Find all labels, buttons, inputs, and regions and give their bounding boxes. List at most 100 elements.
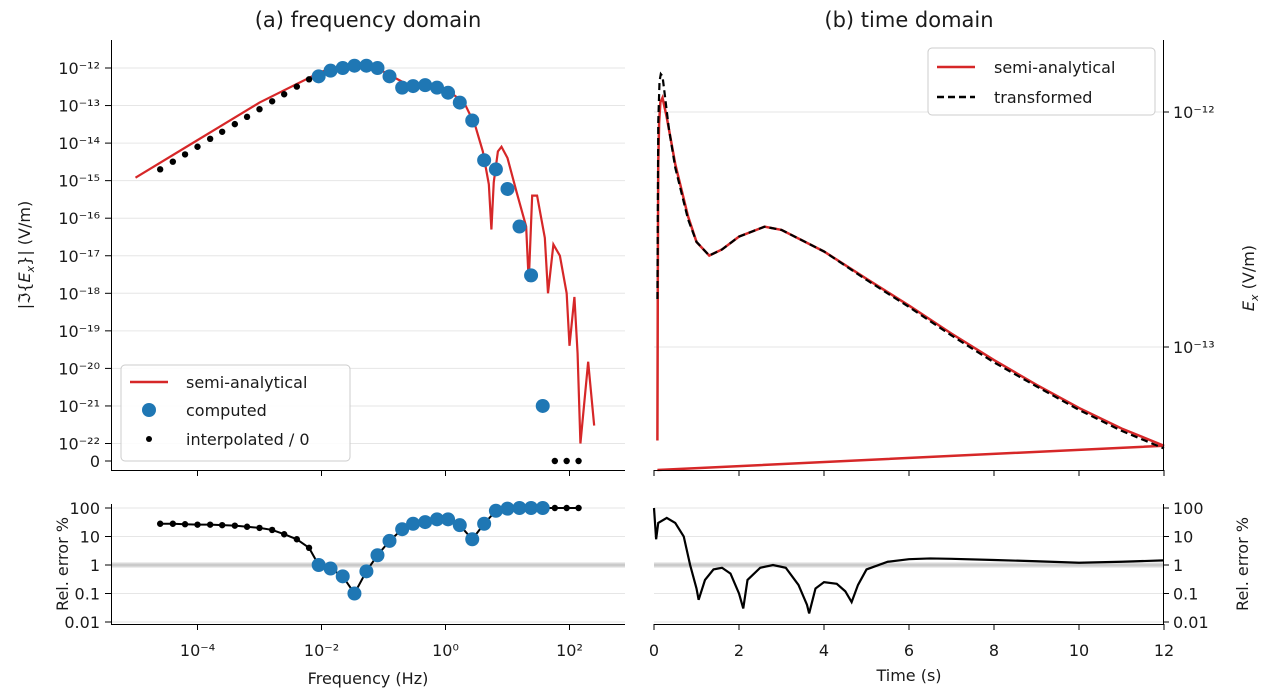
error-interpolated-point bbox=[268, 526, 276, 534]
error-computed-point bbox=[323, 561, 338, 576]
error-interpolated-point bbox=[231, 522, 239, 529]
legend-a-interp-swatch bbox=[146, 436, 152, 442]
error-computed-point bbox=[395, 522, 410, 537]
legend-a: semi-analytical computed interpolated / … bbox=[120, 364, 351, 462]
ytick-label-a: 10⁻¹⁶ bbox=[58, 209, 100, 228]
error-computed-point bbox=[311, 558, 326, 572]
interpolated-point bbox=[305, 76, 313, 83]
xlabel-c: Frequency (Hz) bbox=[308, 669, 429, 688]
ytick-label-b: 10⁻¹³ bbox=[1173, 338, 1215, 357]
error-interpolated-point bbox=[256, 524, 263, 532]
legend-b: semi-analytical transformed bbox=[927, 47, 1156, 116]
ytick-label-a: 10⁻¹⁴ bbox=[58, 134, 100, 153]
computed-point bbox=[347, 58, 362, 73]
xtick-label-d: 4 bbox=[819, 641, 829, 660]
ytick-label-d: 10 bbox=[1173, 528, 1193, 547]
ytick-label-a: 10⁻¹² bbox=[58, 59, 100, 78]
computed-point bbox=[406, 79, 421, 94]
computed-point bbox=[452, 95, 467, 110]
ytick-label-c: 10 bbox=[80, 528, 100, 547]
axes-a bbox=[111, 40, 625, 471]
xtick-label-d: 6 bbox=[904, 641, 914, 660]
ytick-label-a: 10⁻²¹ bbox=[58, 397, 100, 416]
ytick-label-d: 0.1 bbox=[1173, 585, 1198, 604]
interpolated-point bbox=[194, 143, 201, 150]
error-computed-point bbox=[418, 515, 433, 530]
error-computed-point bbox=[335, 569, 350, 584]
grid-b bbox=[654, 111, 1164, 348]
ytick-label-a: 10⁻¹⁹ bbox=[58, 322, 100, 341]
transformed-line bbox=[656, 71, 1165, 450]
interpolated-point bbox=[218, 128, 226, 135]
error-interpolated-point bbox=[206, 521, 214, 528]
error-computed-point bbox=[535, 501, 550, 515]
error-computed-point bbox=[382, 533, 397, 548]
computed-point bbox=[395, 80, 410, 95]
ytick-label-c: 1 bbox=[90, 556, 100, 575]
legend-a-computed-swatch bbox=[142, 403, 156, 417]
xtick-label-d: 12 bbox=[1154, 641, 1174, 660]
interpolated-point bbox=[280, 91, 288, 98]
xtick-label-c: 10⁰ bbox=[432, 641, 459, 660]
ylabel-d: Rel. error % bbox=[1233, 517, 1252, 611]
error-computed-point bbox=[370, 548, 385, 563]
marks-c bbox=[156, 501, 582, 601]
panel-b-title: (b) time domain bbox=[824, 8, 993, 32]
computed-point bbox=[335, 61, 350, 75]
ytick-label-a: 10⁻¹³ bbox=[58, 97, 100, 116]
error-computed-point bbox=[500, 501, 515, 516]
error-interpolated-point bbox=[563, 504, 570, 512]
ylabel-c: Rel. error % bbox=[53, 517, 72, 611]
interpolated-point bbox=[293, 83, 301, 90]
error-line-b bbox=[652, 507, 1165, 614]
marks-d bbox=[652, 507, 1165, 614]
legend-b-transformed: transformed bbox=[994, 88, 1092, 107]
xtick-label-d: 2 bbox=[734, 641, 744, 660]
interpolated-point bbox=[206, 135, 214, 143]
error-computed-point bbox=[524, 501, 539, 515]
error-interpolated-point bbox=[194, 521, 201, 528]
error-interpolated-point bbox=[156, 520, 164, 527]
ytick-label-a: 10⁻¹⁵ bbox=[58, 172, 100, 191]
error-computed-point bbox=[430, 512, 445, 527]
xtick-label-d: 8 bbox=[989, 641, 999, 660]
ytick-label-d: 100 bbox=[1173, 499, 1204, 518]
semi-analytical-line-b bbox=[656, 93, 1165, 472]
error-computed-point bbox=[359, 564, 374, 579]
marks-b bbox=[656, 71, 1165, 472]
legend-a-interp: interpolated / 0 bbox=[186, 430, 310, 449]
xtick-label-c: 10² bbox=[556, 641, 583, 660]
interpolated-point bbox=[563, 457, 570, 465]
ytick-label-d: 1 bbox=[1173, 556, 1183, 575]
computed-point bbox=[311, 69, 326, 84]
legend-a-computed: computed bbox=[186, 401, 267, 420]
marks-a bbox=[134, 58, 596, 465]
ytick-label-b: 10⁻¹² bbox=[1173, 103, 1215, 122]
ytick-label-a: 10⁻¹⁸ bbox=[58, 284, 100, 303]
interpolated-point bbox=[575, 457, 582, 465]
error-computed-point bbox=[488, 503, 503, 518]
xlabel-d: Time (s) bbox=[875, 666, 941, 685]
error-computed-point bbox=[477, 516, 492, 531]
computed-point bbox=[535, 398, 550, 413]
error-interpolated-point bbox=[243, 523, 251, 530]
error-interpolated-point bbox=[218, 521, 226, 529]
interpolated-point bbox=[181, 151, 189, 158]
error-computed-point bbox=[452, 518, 467, 533]
error-line-a bbox=[160, 507, 579, 596]
ytick-label-a: 10⁻¹⁷ bbox=[58, 247, 100, 266]
computed-point bbox=[465, 113, 480, 128]
ytick-label-a: 10⁻²⁰ bbox=[58, 359, 100, 378]
panel-a-title: (a) frequency domain bbox=[255, 8, 482, 32]
ylabel-b: Ex (V/m) bbox=[1239, 245, 1261, 311]
interpolated-point bbox=[169, 158, 177, 165]
ticks: 10⁻¹² 10⁻¹³ 10⁻¹⁴ 10⁻¹⁵ 10⁻¹⁶ 10⁻¹⁷ 10⁻¹⁸ 10⁻¹⁹… bbox=[58, 59, 1214, 660]
error-interpolated-point bbox=[181, 521, 189, 528]
error-interpolated-point bbox=[305, 544, 313, 552]
computed-point bbox=[370, 61, 385, 75]
computed-point bbox=[500, 181, 515, 196]
ylabel-a: |ℑ{Ex}| (V/m) bbox=[15, 201, 37, 309]
interpolated-point bbox=[256, 105, 263, 113]
axes-c bbox=[111, 504, 625, 625]
ytick-label-c: 0.1 bbox=[75, 585, 100, 604]
